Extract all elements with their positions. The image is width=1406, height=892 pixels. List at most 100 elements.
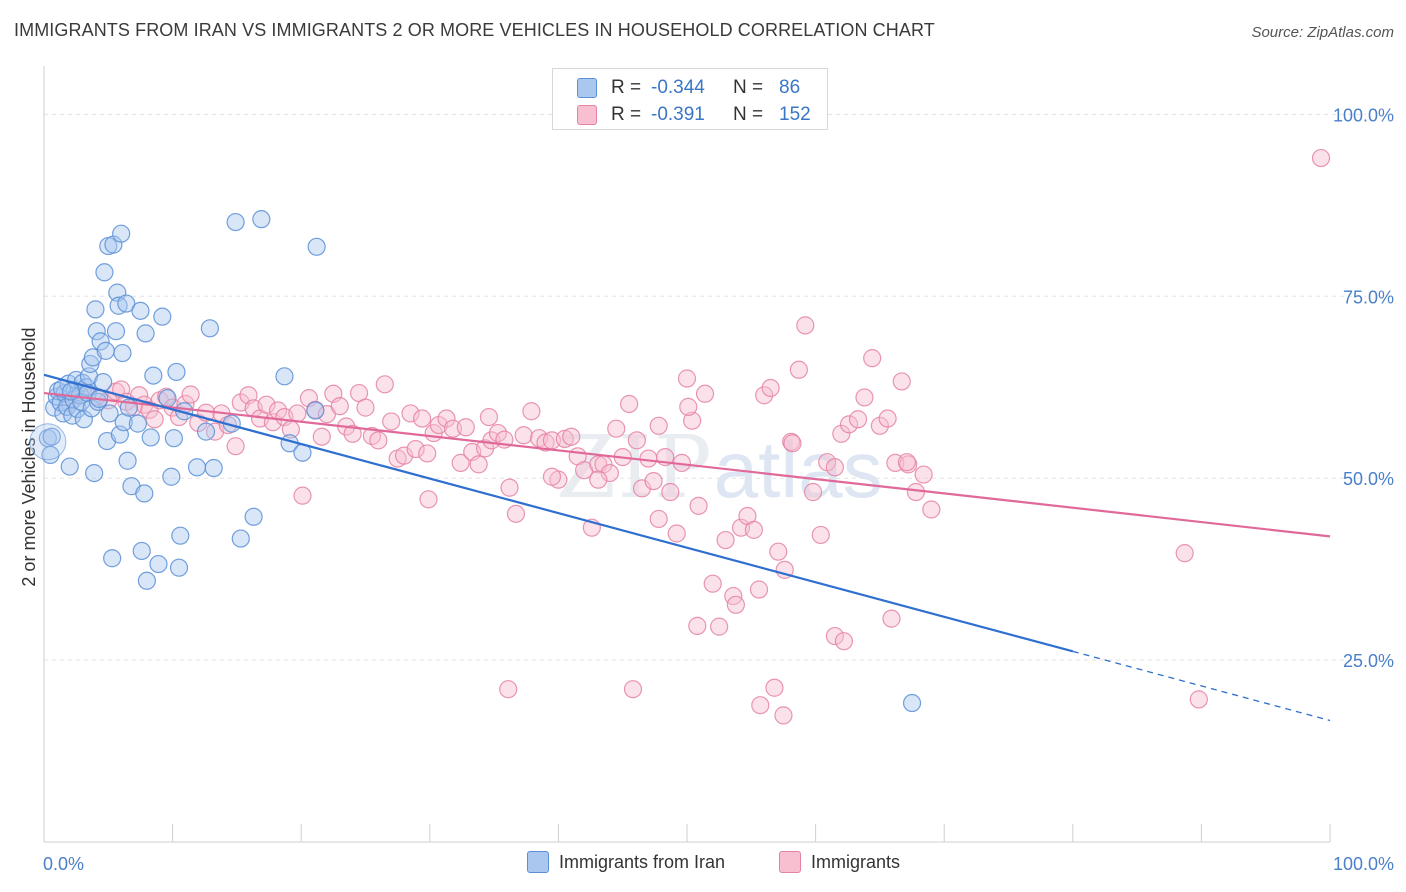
point-iran (91, 332, 110, 351)
point-iran (42, 427, 61, 446)
point-immigrants (562, 427, 581, 446)
point-immigrants (803, 482, 823, 502)
point-immigrants (418, 444, 437, 463)
point-immigrants (542, 467, 562, 486)
y-tick-label: 100.0% (1333, 105, 1394, 125)
point-immigrants (811, 525, 830, 545)
watermark-zip: ZIP (556, 418, 714, 518)
point-iran (82, 399, 101, 418)
point-immigrants (789, 360, 808, 379)
point-immigrants (667, 524, 686, 543)
point-immigrants (661, 482, 680, 502)
point-iran (117, 294, 136, 313)
stats-row-immigrants: R = -0.391 N = 152 (553, 102, 827, 130)
point-iran (137, 571, 156, 590)
point-immigrants (600, 463, 619, 483)
point-immigrants (500, 478, 519, 497)
point-immigrants (839, 415, 859, 434)
point-immigrants (863, 349, 882, 368)
point-immigrants (688, 616, 707, 635)
point-iran (200, 319, 219, 338)
point-immigrants (382, 412, 401, 431)
bottom-legend: Immigrants from Iran Immigrants (0, 851, 1406, 879)
y-tick-label: 50.0% (1343, 469, 1394, 489)
y-axis-label: 2 or more Vehicles in Household (19, 327, 39, 586)
point-immigrants (257, 395, 276, 414)
point-immigrants (914, 465, 933, 484)
point-iran (169, 558, 189, 577)
trendline-iran-extension (1072, 650, 1331, 722)
point-immigrants (456, 418, 475, 437)
point-immigrants (649, 509, 668, 529)
legend-item-iran[interactable]: Immigrants from Iran (527, 851, 725, 873)
legend-label-immigrants: Immigrants (811, 851, 901, 872)
y-tick-label: 75.0% (1343, 287, 1394, 307)
r-value: -0.344 (651, 77, 705, 98)
point-immigrants (145, 410, 164, 429)
point-immigrants (401, 404, 420, 423)
point-immigrants (317, 405, 337, 424)
point-iran (144, 366, 163, 385)
r-label: R = (611, 104, 642, 125)
point-immigrants (343, 424, 362, 443)
point-immigrants (892, 372, 911, 391)
point-immigrants (639, 449, 658, 468)
point-iran (244, 507, 263, 526)
point-iran (41, 445, 60, 465)
point-immigrants (1175, 544, 1194, 563)
point-immigrants (589, 470, 608, 489)
point-immigrants (482, 431, 501, 450)
n-value: 152 (779, 104, 811, 125)
point-immigrants (751, 696, 770, 715)
point-iran (136, 324, 155, 343)
point-immigrants (882, 609, 901, 628)
point-immigrants (451, 453, 470, 473)
point-iran (131, 301, 150, 320)
point-iran (306, 401, 325, 420)
point-immigrants (765, 678, 784, 697)
point-immigrants (755, 386, 774, 405)
point-immigrants (506, 504, 526, 523)
point-iran (204, 458, 223, 478)
point-immigrants (749, 580, 769, 599)
point-immigrants (226, 437, 245, 456)
point-immigrants (1189, 690, 1208, 709)
point-immigrants (406, 439, 425, 459)
r-value: -0.391 (651, 104, 705, 125)
point-immigrants (419, 490, 438, 509)
point-immigrants (479, 407, 499, 427)
point-immigrants (703, 574, 722, 593)
point-immigrants (922, 500, 941, 519)
x-tick-label: 0.0% (43, 854, 84, 874)
point-immigrants (825, 458, 844, 477)
point-immigrants (744, 520, 763, 539)
point-immigrants (683, 411, 702, 430)
point-iran (196, 422, 216, 441)
point-immigrants (832, 424, 851, 443)
point-immigrants (369, 431, 388, 450)
source-label: Source: ZipAtlas.com (1251, 24, 1394, 41)
point-iran (275, 367, 294, 386)
point-iran (112, 224, 131, 243)
point-immigrants (783, 434, 802, 453)
point-immigrants (716, 530, 735, 550)
point-iran-cluster (29, 423, 67, 461)
n-label: N = (733, 104, 764, 125)
point-iran (167, 362, 186, 382)
point-iran (231, 529, 250, 548)
point-immigrants (623, 680, 643, 699)
point-immigrants (695, 384, 715, 403)
point-immigrants (848, 410, 868, 429)
point-immigrants (825, 626, 844, 646)
legend-item-immigrants[interactable]: Immigrants (779, 851, 900, 873)
point-iran (252, 210, 271, 229)
point-iran (96, 341, 115, 360)
y-tick-label: 25.0% (1343, 651, 1394, 671)
stats-swatch-iran (577, 78, 597, 98)
point-immigrants (522, 402, 541, 421)
point-iran (128, 414, 147, 433)
point-iran (149, 554, 168, 574)
point-immigrants (644, 472, 663, 491)
point-immigrants (375, 375, 394, 394)
n-label: N = (733, 77, 764, 98)
